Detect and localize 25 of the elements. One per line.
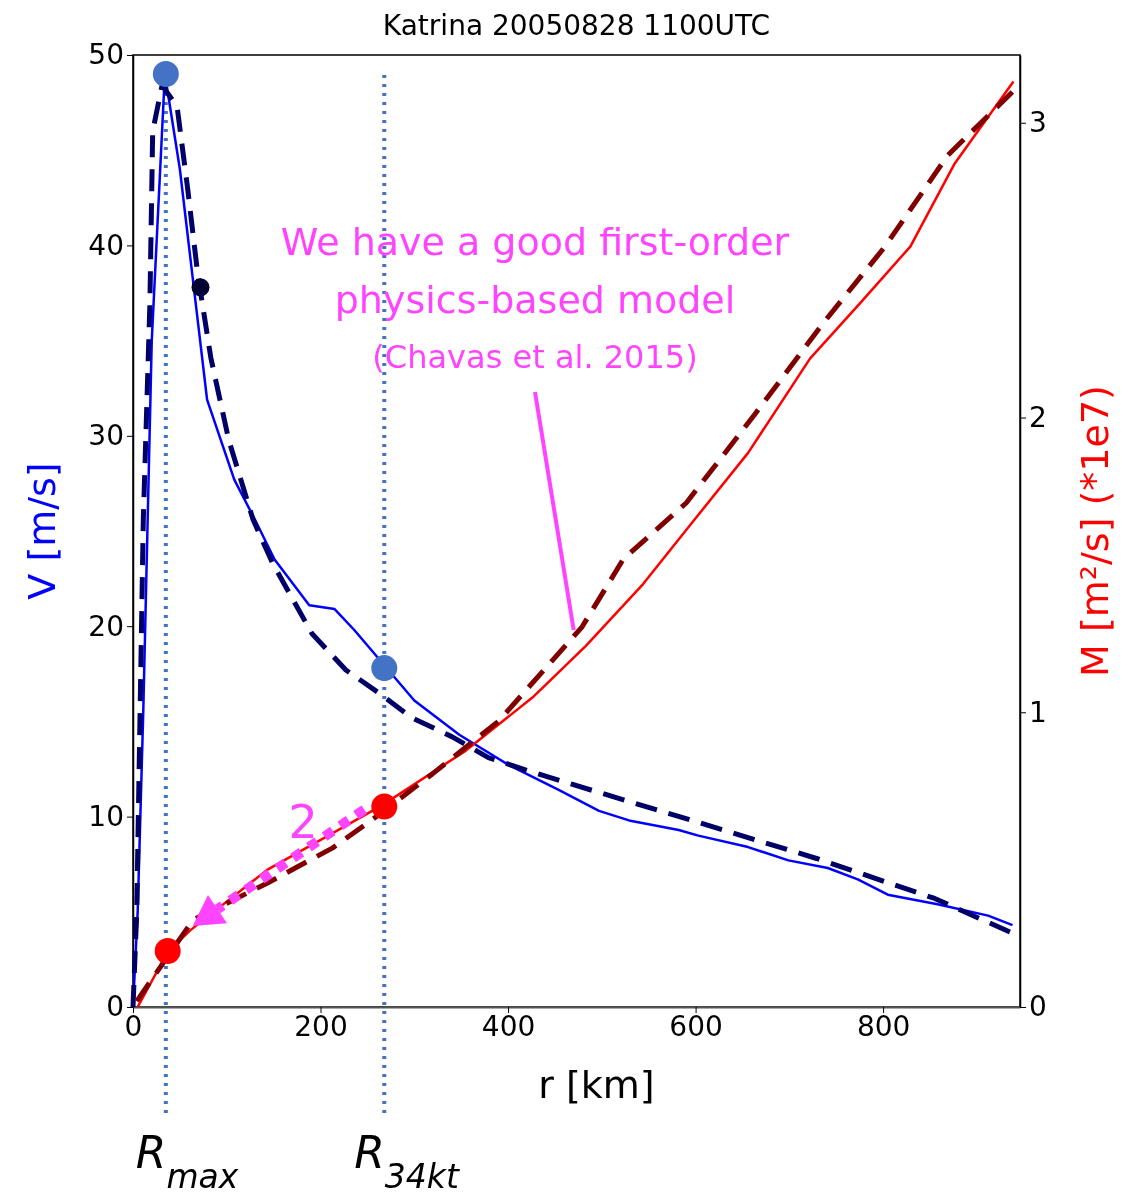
y-tick-label: 50 [88,38,124,72]
y2-tick-label: 3 [1029,106,1047,140]
point [152,61,179,88]
x-tick-label: 400 [481,1009,536,1043]
y2-tick-label: 2 [1029,400,1047,434]
x-tick-label: 800 [856,1009,911,1043]
y-tick-label: 20 [88,609,124,643]
annotation: We have a good first-order [280,220,790,264]
point [371,655,398,682]
y-tick-label: 40 [88,228,124,262]
y-tick-label: 10 [88,800,124,834]
ref-line-label: R$_{34kt}$ [354,1127,460,1193]
x-tick-label: 200 [294,1009,348,1043]
x-tick-label: 600 [669,1009,723,1043]
annotation: (Chavas et al. 2015) [372,338,698,376]
y-axis-title: V [m/s] [20,462,64,600]
y-tick-label: 30 [88,419,124,453]
point [191,278,210,297]
annotation: 2 [288,794,318,849]
chart-title: Katrina 20050828 1100UTC [382,9,771,42]
y2-axis-title: M [m²/s] (*1e7) [1073,385,1117,677]
x-axis-title: r [km] [538,1063,655,1107]
annotation: physics-based model [334,278,736,322]
ref-line-label: R$_{max}$ [135,1127,239,1193]
y2-tick-label: 1 [1029,695,1047,729]
